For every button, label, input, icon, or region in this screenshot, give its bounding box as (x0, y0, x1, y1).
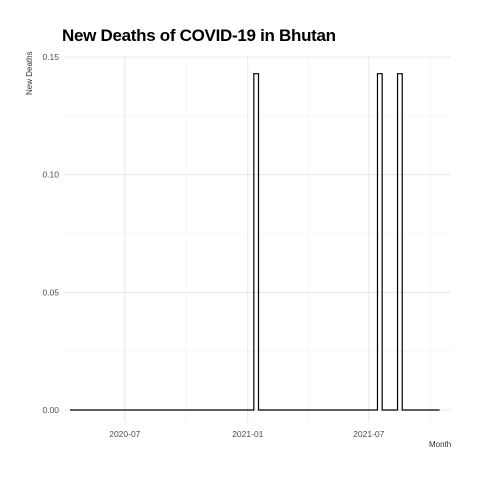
x-axis-label: Month (429, 440, 452, 449)
y-tick-label: 0.15 (42, 52, 59, 62)
y-tick-label: 0.05 (42, 287, 59, 297)
series-line (70, 73, 440, 411)
chart-title: New Deaths of COVID-19 in Bhutan (62, 26, 336, 45)
x-tick-label: 2020-07 (109, 429, 140, 439)
x-tick-label: 2021-07 (353, 429, 384, 439)
x-tick-label: 2021-01 (232, 429, 263, 439)
y-tick-label: 0.00 (42, 405, 59, 415)
y-tick-label: 0.10 (42, 170, 59, 180)
